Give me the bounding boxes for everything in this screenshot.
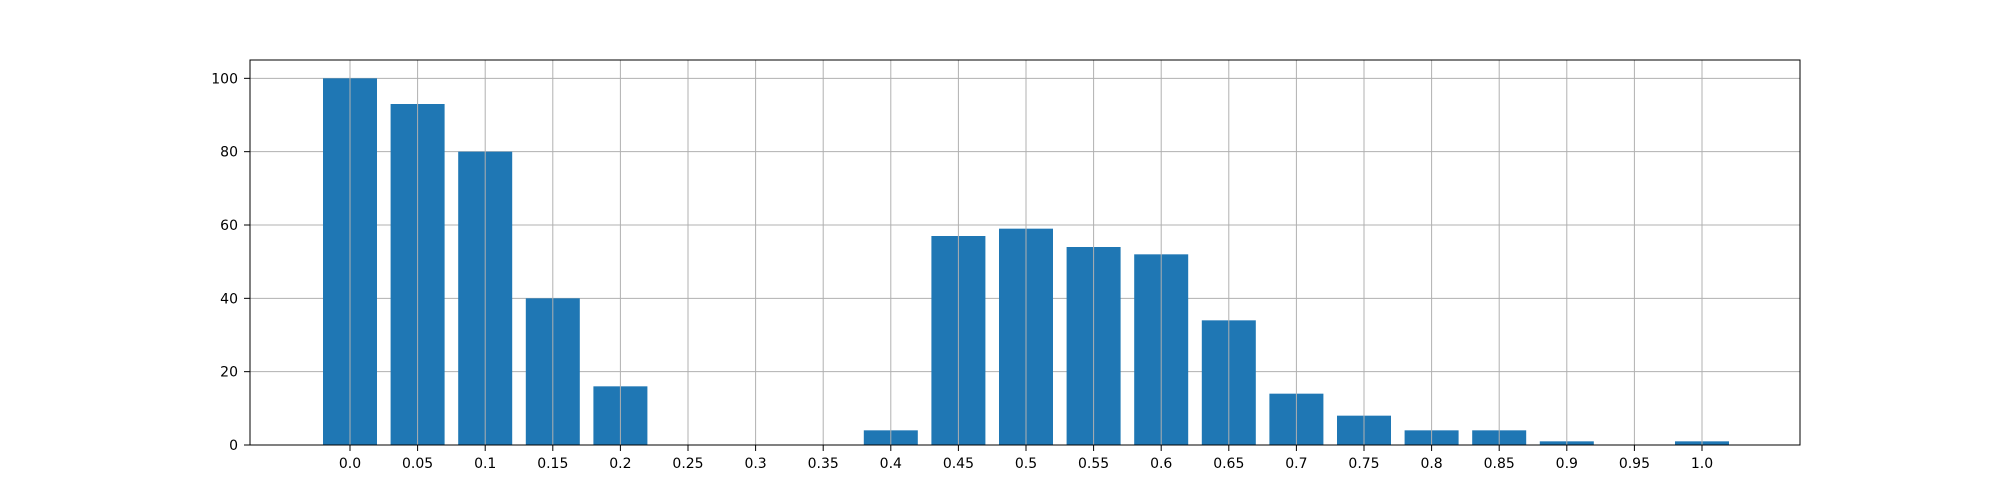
- x-tick-label: 0.65: [1213, 456, 1244, 472]
- x-tick-label: 0.55: [1078, 456, 1109, 472]
- x-tick-label: 0.0: [339, 456, 361, 472]
- x-tick-label: 0.15: [537, 456, 568, 472]
- x-tick-label: 0.6: [1150, 456, 1172, 472]
- x-tick-label: 0.5: [1015, 456, 1037, 472]
- x-tick-label: 0.3: [744, 456, 766, 472]
- x-tick-label: 0.45: [943, 456, 974, 472]
- y-tick-label: 100: [211, 71, 238, 87]
- y-axis-ticks: 0 20 40 60 80 100: [211, 71, 250, 454]
- y-tick-label: 60: [220, 218, 238, 234]
- x-tick-label: 0.2: [609, 456, 631, 472]
- x-tick-label: 0.35: [808, 456, 839, 472]
- x-tick-label: 0.95: [1619, 456, 1650, 472]
- y-tick-label: 20: [220, 365, 238, 381]
- x-tick-label: 0.7: [1285, 456, 1307, 472]
- x-tick-label: 1.0: [1691, 456, 1713, 472]
- y-tick-label: 40: [220, 291, 238, 307]
- x-tick-label: 0.1: [474, 456, 496, 472]
- x-tick-label: 0.75: [1348, 456, 1379, 472]
- x-tick-label: 0.9: [1556, 456, 1578, 472]
- x-tick-label: 0.8: [1420, 456, 1442, 472]
- x-tick-label: 0.4: [880, 456, 902, 472]
- x-axis-ticks: 0.0 0.05 0.1 0.15 0.2 0.25 0.3 0.35 0.4 0.45 0.5 0.…: [339, 445, 1713, 472]
- x-tick-label: 0.85: [1484, 456, 1515, 472]
- x-grid-lines: [349, 60, 1703, 445]
- x-tick-label: 0.05: [402, 456, 433, 472]
- axes-frame: [249, 59, 1801, 446]
- x-tick-label: 0.25: [672, 456, 703, 472]
- y-tick-label: 80: [220, 145, 238, 161]
- y-tick-label: 0: [229, 438, 238, 454]
